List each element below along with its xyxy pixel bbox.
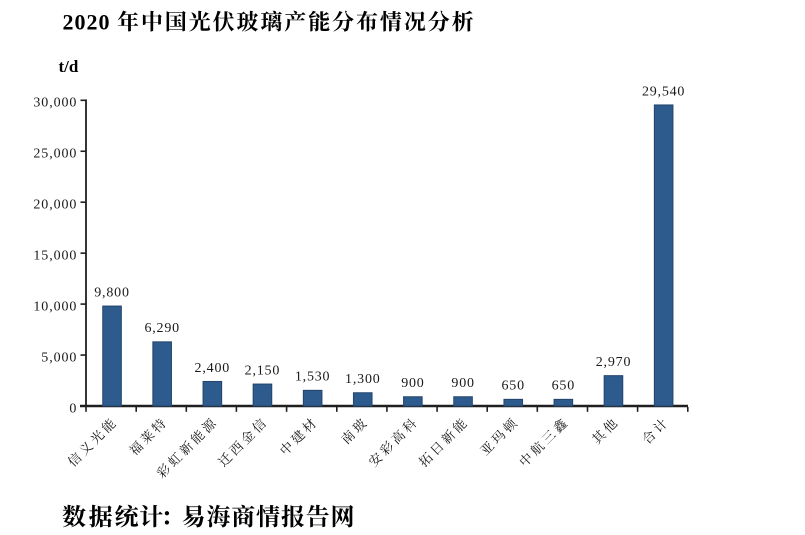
svg-text:2,150: 2,150 [245,363,281,378]
svg-text:6,290: 6,290 [144,321,180,336]
svg-text:20,000: 20,000 [33,198,77,213]
svg-text:t/d: t/d [59,57,79,76]
svg-text:30,000: 30,000 [33,96,77,111]
svg-text:25,000: 25,000 [33,147,77,162]
svg-text:2,400: 2,400 [195,361,231,376]
svg-text:2,970: 2,970 [596,355,632,370]
svg-text:650: 650 [501,379,524,394]
svg-text:0: 0 [69,401,77,416]
svg-text:650: 650 [552,379,575,394]
svg-text:10,000: 10,000 [33,299,77,314]
svg-text:29,540: 29,540 [642,84,685,99]
svg-text:2020: 2020 [63,10,111,35]
svg-text:9,800: 9,800 [94,285,130,300]
svg-text:5,000: 5,000 [41,350,77,365]
svg-text:900: 900 [451,376,474,391]
svg-text:15,000: 15,000 [33,248,77,263]
svg-text:900: 900 [401,376,424,391]
svg-text:1,530: 1,530 [295,370,331,385]
svg-text:1,300: 1,300 [345,372,381,387]
